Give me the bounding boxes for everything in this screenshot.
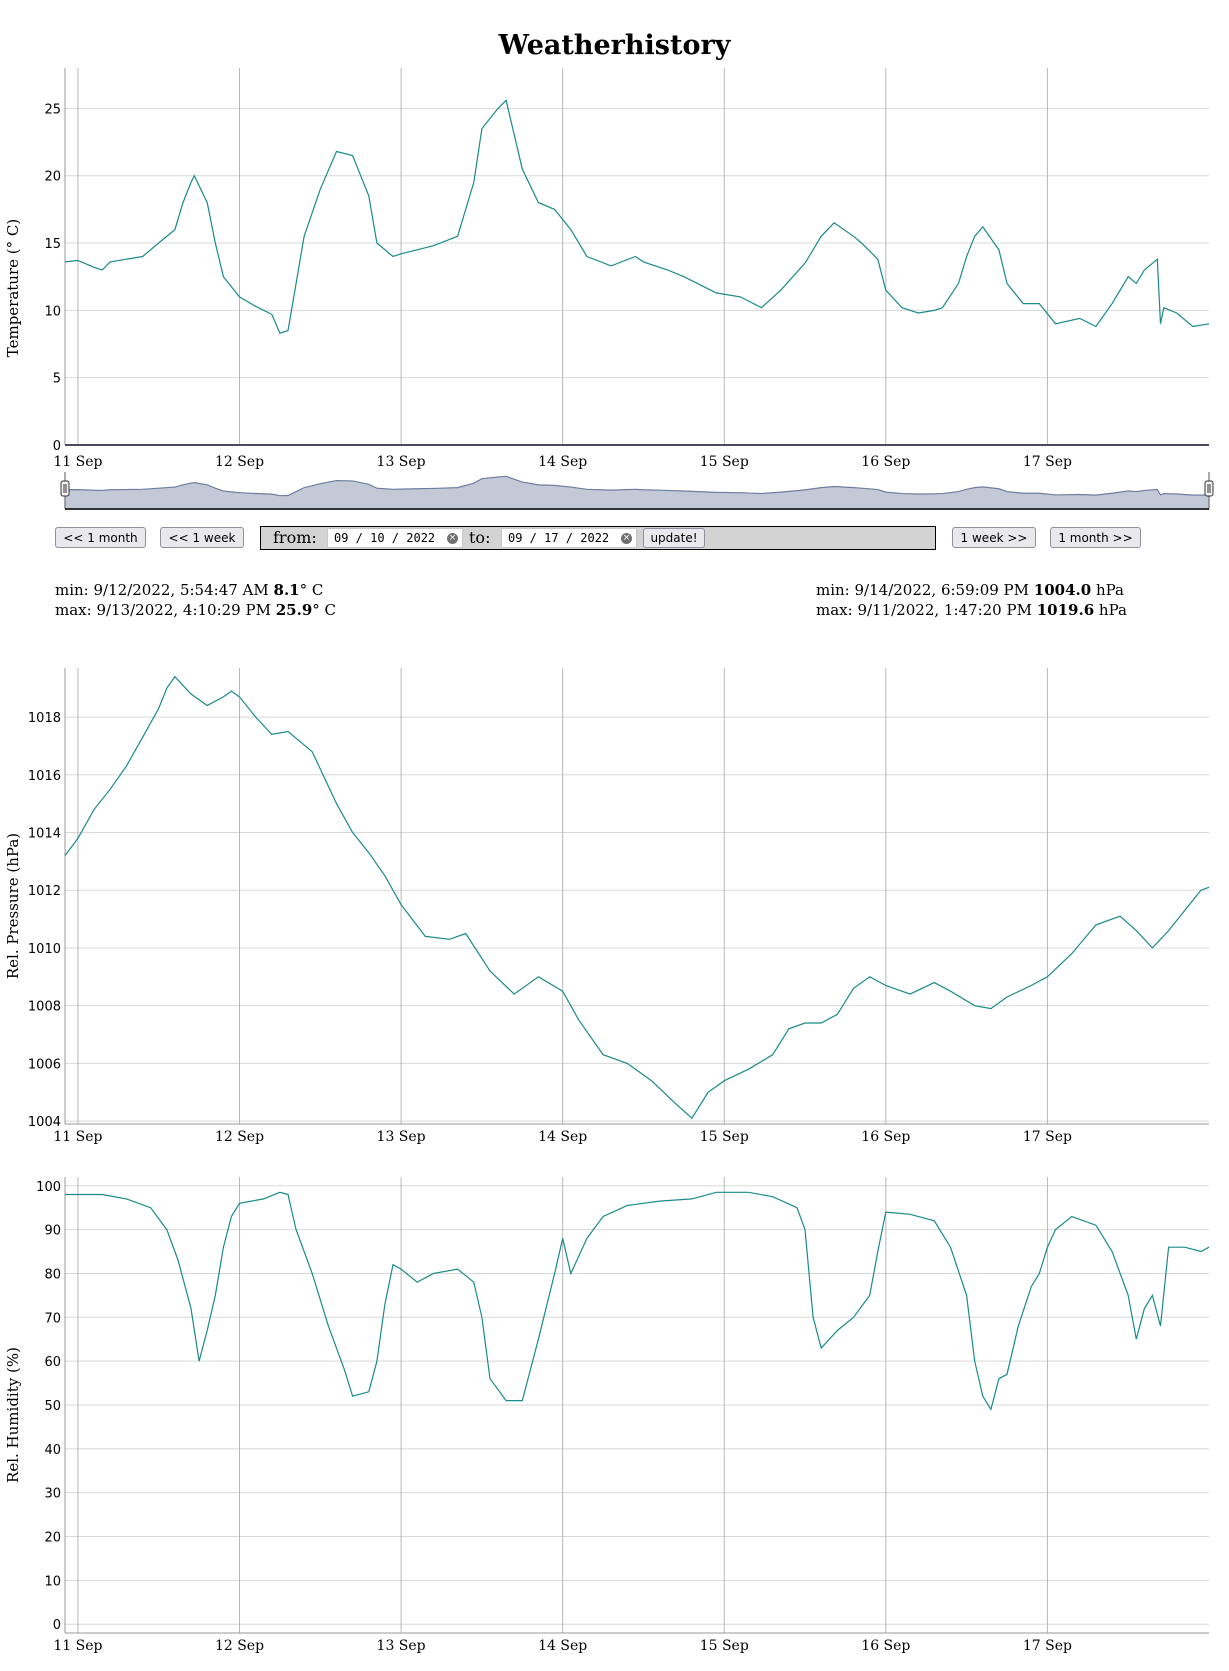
temperature-unit: ° C <box>312 601 337 619</box>
pressure-stats: min: 9/14/2022, 6:59:09 PM 1004.0 hPa ma… <box>816 580 1127 620</box>
x-tick-label: 13 Sep <box>377 1638 426 1654</box>
y-tick-label: 1018 <box>28 711 61 726</box>
update-button[interactable]: update! <box>643 528 705 548</box>
page-title: Weatherhistory <box>498 30 731 61</box>
y-axis-title: Rel. Humidity (%) <box>4 1347 22 1483</box>
y-tick-label: 1008 <box>28 1000 61 1015</box>
y-tick-label: 0 <box>53 439 61 454</box>
y-tick-label: 80 <box>44 1267 61 1282</box>
to-date-value: 09 / 17 / 2022 <box>508 531 610 545</box>
x-tick-label: 12 Sep <box>215 1638 264 1654</box>
y-tick-label: 50 <box>44 1399 61 1414</box>
temperature-max-label: max: 9/13/2022, 4:10:29 PM <box>55 601 276 619</box>
y-tick-label: 1006 <box>28 1057 61 1072</box>
forward-one-week-button[interactable]: 1 week >> <box>952 527 1036 548</box>
y-tick-label: 1010 <box>28 942 61 957</box>
x-tick-label: 15 Sep <box>700 1129 749 1145</box>
y-tick-label: 90 <box>44 1224 61 1239</box>
y-tick-label: 60 <box>44 1355 61 1370</box>
x-tick-label: 17 Sep <box>1023 1638 1072 1654</box>
y-tick-label: 20 <box>44 170 61 185</box>
pressure-unit: hPa <box>1094 601 1127 619</box>
x-tick-label: 16 Sep <box>861 454 910 470</box>
y-tick-label: 15 <box>44 237 61 252</box>
y-tick-label: 100 <box>36 1180 61 1195</box>
temperature-min: min: 9/12/2022, 5:54:47 AM 8.1° C <box>55 580 336 600</box>
x-tick-label: 12 Sep <box>215 454 264 470</box>
y-tick-label: 40 <box>44 1443 61 1458</box>
pressure-max-value: 1019.6 <box>1036 601 1095 619</box>
pressure-unit: hPa <box>1091 581 1124 599</box>
x-tick-label: 14 Sep <box>538 1129 587 1145</box>
humidity-chart: 0 10 20 30 40 50 60 70 80 90 100 11 Sep 12 Sep 13 Sep… <box>4 1177 1210 1654</box>
navigator-right-handle[interactable] <box>1204 480 1214 497</box>
y-tick-label: 30 <box>44 1487 61 1502</box>
x-tick-label: 17 Sep <box>1023 454 1072 470</box>
temperature-min-label: min: 9/12/2022, 5:54:47 AM <box>55 581 274 599</box>
y-tick-label: 5 <box>53 372 61 387</box>
temperature-chart: 0 5 10 15 20 25 11 Sep 12 Sep 13 Sep 14 Sep 15 Sep… <box>4 68 1210 470</box>
to-label: to: <box>469 528 491 547</box>
pressure-min-value: 1004.0 <box>1033 581 1092 599</box>
pressure-min: min: 9/14/2022, 6:59:09 PM 1004.0 hPa <box>816 580 1127 600</box>
temperature-min-value: 8.1 <box>273 581 300 599</box>
x-tick-label: 13 Sep <box>377 1129 426 1145</box>
forward-one-month-button[interactable]: 1 month >> <box>1050 527 1141 548</box>
navigator-area <box>65 476 1209 509</box>
temperature-max-value: 25.9 <box>275 601 313 619</box>
pressure-max-label: max: 9/11/2022, 1:47:20 PM <box>816 601 1037 619</box>
y-tick-label: 1004 <box>28 1115 61 1130</box>
pressure-max: max: 9/11/2022, 1:47:20 PM 1019.6 hPa <box>816 600 1127 620</box>
x-tick-label: 14 Sep <box>538 1638 587 1654</box>
to-date-input[interactable]: 09 / 17 / 2022 × <box>501 528 637 548</box>
x-tick-label: 12 Sep <box>215 1129 264 1145</box>
pressure-chart: 1004 1006 1008 1010 1012 1014 1016 1018 11 Sep 12… <box>4 668 1210 1145</box>
y-tick-label: 0 <box>53 1618 61 1633</box>
pressure-min-label: min: 9/14/2022, 6:59:09 PM <box>816 581 1034 599</box>
y-tick-label: 1014 <box>28 827 61 842</box>
x-tick-label: 17 Sep <box>1023 1129 1072 1145</box>
x-tick-label: 15 Sep <box>700 1638 749 1654</box>
y-tick-label: 20 <box>44 1531 61 1546</box>
date-range-form: from: 09 / 10 / 2022 × to: 09 / 17 / 202… <box>260 526 936 550</box>
navigator-line <box>64 475 1210 497</box>
x-tick-label: 13 Sep <box>377 454 426 470</box>
y-tick-label: 1012 <box>28 884 61 899</box>
x-tick-label: 11 Sep <box>53 1638 102 1654</box>
temperature-max: max: 9/13/2022, 4:10:29 PM 25.9° C <box>55 600 336 620</box>
from-date-input[interactable]: 09 / 10 / 2022 × <box>327 528 463 548</box>
range-navigator <box>60 472 1214 510</box>
temperature-stats: min: 9/12/2022, 5:54:47 AM 8.1° C max: 9… <box>55 580 336 620</box>
humidity-series-line <box>65 1191 1210 1411</box>
x-tick-label: 14 Sep <box>538 454 587 470</box>
y-tick-label: 25 <box>44 102 61 117</box>
from-label: from: <box>273 528 317 547</box>
clear-from-icon[interactable]: × <box>447 533 458 544</box>
clear-to-icon[interactable]: × <box>621 533 632 544</box>
x-tick-label: 16 Sep <box>861 1638 910 1654</box>
y-axis-title: Rel. Pressure (hPa) <box>4 833 22 979</box>
y-tick-label: 10 <box>44 304 61 319</box>
pressure-series-line <box>64 675 1210 1120</box>
x-tick-label: 11 Sep <box>53 454 102 470</box>
y-tick-label: 1016 <box>28 769 61 784</box>
x-tick-label: 16 Sep <box>861 1129 910 1145</box>
y-tick-label: 10 <box>44 1574 61 1589</box>
from-date-value: 09 / 10 / 2022 <box>334 531 436 545</box>
temperature-series-line <box>64 99 1210 334</box>
x-tick-label: 11 Sep <box>53 1129 102 1145</box>
temperature-unit: ° C <box>299 581 324 599</box>
back-one-week-button[interactable]: << 1 week <box>160 527 244 548</box>
y-axis-title: Temperature (° C) <box>4 219 22 358</box>
back-one-month-button[interactable]: << 1 month <box>55 527 146 548</box>
y-tick-label: 70 <box>44 1311 61 1326</box>
x-tick-label: 15 Sep <box>700 454 749 470</box>
navigator-left-handle[interactable] <box>60 480 70 497</box>
